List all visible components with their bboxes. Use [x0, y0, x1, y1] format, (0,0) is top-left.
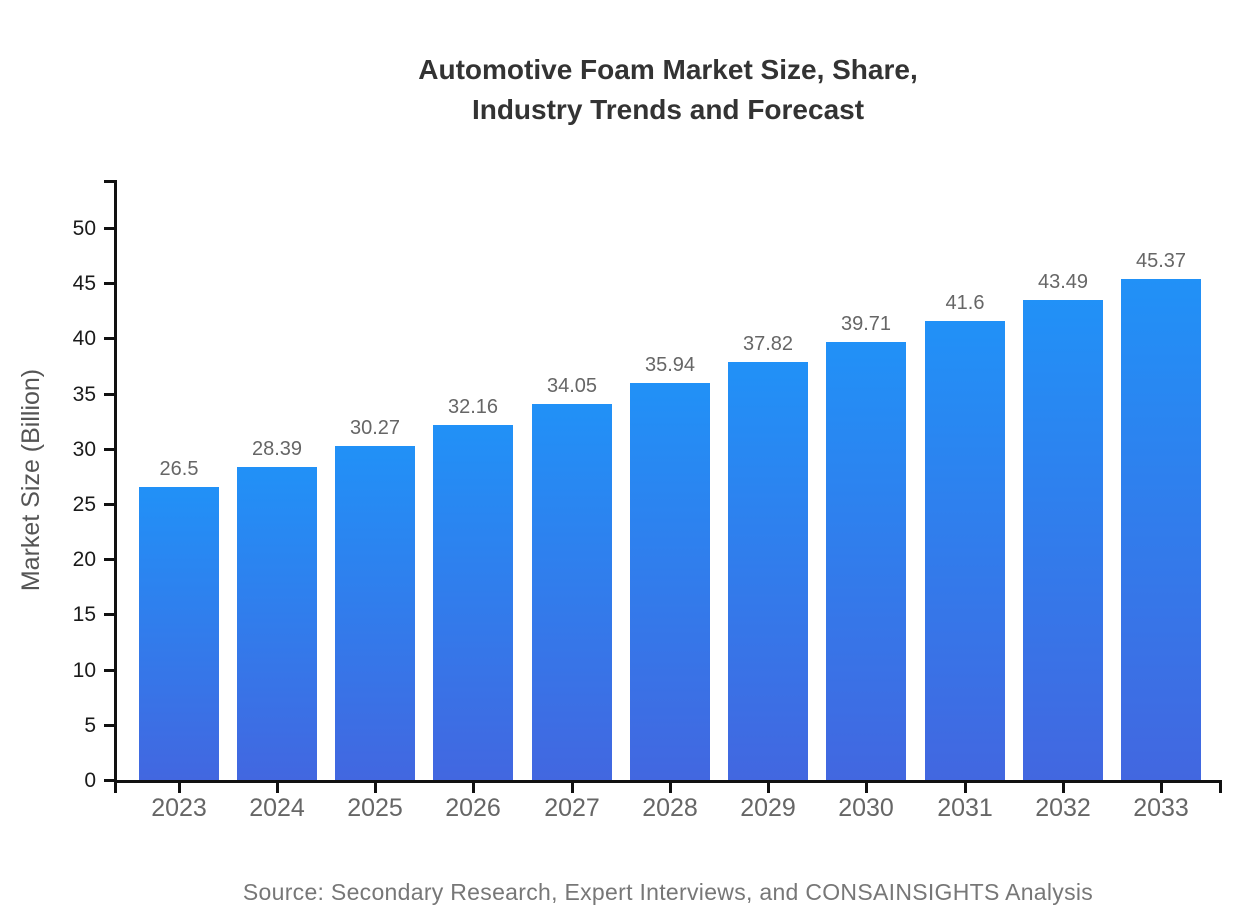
bar-value-label: 43.49	[1037, 271, 1089, 293]
bar-value-label: 37.82	[742, 333, 794, 355]
bar	[925, 321, 1005, 780]
y-tick	[104, 503, 114, 506]
bar-value-label: 41.6	[945, 292, 985, 314]
y-tick	[104, 337, 114, 340]
bar-value-label: 30.27	[349, 417, 401, 439]
chart-title-line-1: Automotive Foam Market Size, Share,	[418, 54, 918, 85]
y-tick-label: 5	[84, 714, 96, 737]
x-tick	[964, 783, 967, 793]
x-tick	[374, 783, 377, 793]
y-tick-label: 10	[72, 659, 96, 682]
source-attribution: Source: Secondary Research, Expert Inter…	[242, 879, 1094, 905]
y-axis-line	[114, 180, 117, 793]
x-tick-label: 2031	[937, 794, 993, 822]
y-tick	[104, 613, 114, 616]
y-axis-end-tick	[104, 180, 114, 183]
y-tick-label: 35	[72, 383, 96, 406]
bar	[728, 362, 808, 780]
chart-title: Automotive Foam Market Size, Share, Indu…	[115, 50, 1221, 130]
y-tick-label: 30	[72, 438, 96, 461]
y-tick-label: 15	[72, 603, 96, 626]
x-tick	[472, 783, 475, 793]
y-tick	[104, 558, 114, 561]
x-tick	[276, 783, 279, 793]
y-tick	[104, 282, 114, 285]
chart-title-line-2: Industry Trends and Forecast	[471, 94, 865, 125]
x-tick-label: 2025	[347, 794, 403, 822]
x-tick	[669, 783, 672, 793]
x-tick-label: 2030	[838, 794, 894, 822]
x-tick-label: 2032	[1035, 794, 1091, 822]
x-tick-label: 2023	[151, 794, 207, 822]
x-tick	[178, 783, 181, 793]
bar-value-label: 39.71	[840, 313, 892, 335]
y-tick-label: 0	[84, 769, 96, 792]
y-tick	[104, 669, 114, 672]
x-tick-label: 2026	[445, 794, 501, 822]
y-tick-label: 20	[72, 548, 96, 571]
x-tick-label: 2027	[544, 794, 600, 822]
x-tick	[1160, 783, 1163, 793]
bar-value-label: 32.16	[447, 396, 499, 418]
x-tick-label: 2033	[1133, 794, 1189, 822]
y-tick-label: 50	[72, 217, 96, 240]
bar	[532, 404, 612, 780]
y-tick	[104, 227, 114, 230]
bar	[1023, 300, 1103, 780]
bar	[433, 425, 513, 780]
y-tick-label: 25	[72, 493, 96, 516]
x-tick	[571, 783, 574, 793]
bar	[335, 446, 415, 780]
x-axis-line	[114, 780, 1222, 783]
x-tick-label: 2028	[642, 794, 698, 822]
x-tick	[1062, 783, 1065, 793]
bar	[630, 383, 710, 780]
bar	[237, 467, 317, 780]
bar-value-label: 35.94	[644, 354, 696, 376]
x-tick	[865, 783, 868, 793]
y-tick	[104, 448, 114, 451]
bar-value-label: 26.5	[159, 458, 199, 480]
x-tick-label: 2029	[740, 794, 796, 822]
bar	[826, 342, 906, 780]
x-axis-end-tick	[1219, 780, 1222, 793]
bar	[1121, 279, 1201, 780]
y-tick	[104, 779, 114, 782]
bar-value-label: 34.05	[546, 375, 598, 397]
bar-value-label: 45.37	[1135, 250, 1187, 272]
x-tick	[767, 783, 770, 793]
y-tick	[104, 393, 114, 396]
x-tick-label: 2024	[249, 794, 305, 822]
bar-value-label: 28.39	[251, 438, 303, 460]
y-tick-label: 45	[72, 272, 96, 295]
bar	[139, 487, 219, 780]
y-tick	[104, 724, 114, 727]
y-tick-label: 40	[72, 327, 96, 350]
